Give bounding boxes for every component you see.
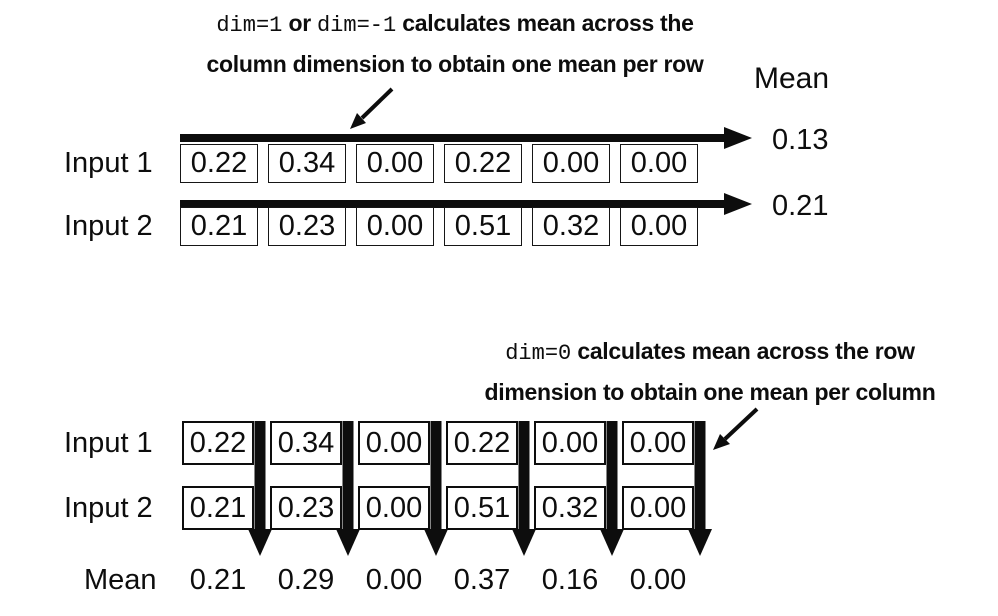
dim0-caption-line2: dimension to obtain one mean per column [484, 379, 936, 405]
caption-conj: or [288, 10, 311, 36]
matrix-cell: 0.21 [180, 207, 258, 246]
matrix-cell: 0.23 [268, 207, 346, 246]
matrix-cell: 0.32 [534, 486, 606, 530]
bottom-caption-pointer-arrow [713, 407, 759, 450]
matrix-cell: 0.34 [268, 144, 346, 183]
matrix-cell: 0.00 [532, 144, 610, 183]
code-dim0: dim=0 [505, 341, 572, 366]
matrix-cell: 0.00 [622, 486, 694, 530]
top-input1-label: Input 1 [64, 147, 153, 179]
matrix-cell: 0.22 [182, 421, 254, 465]
matrix-cell: 0.51 [444, 207, 522, 246]
column-mean-value: 0.00 [365, 564, 423, 596]
column-mean-value: 0.16 [541, 564, 599, 596]
top-caption-pointer-arrow [350, 87, 394, 129]
bottom-input1-label: Input 1 [64, 427, 153, 459]
caption-tail: calculates mean across the row [577, 338, 915, 364]
dim1-caption-line2: column dimension to obtain one mean per … [206, 51, 704, 77]
dim1-caption-line1: dim=1 or dim=-1 calculates mean across t… [145, 4, 765, 45]
top-input2-label: Input 2 [64, 210, 153, 242]
row1-mean-value: 0.13 [772, 124, 829, 156]
code-dim1: dim=1 [216, 13, 283, 38]
matrix-cell: 0.00 [358, 486, 430, 530]
column-mean-value: 0.00 [629, 564, 687, 596]
matrix-cell: 0.00 [534, 421, 606, 465]
code-dim-neg1: dim=-1 [316, 13, 397, 38]
column-mean-label: Mean [84, 564, 157, 596]
matrix-cell: 0.34 [270, 421, 342, 465]
matrix-cell: 0.00 [358, 421, 430, 465]
dim0-caption-line1: dim=0 calculates mean across the row [455, 332, 965, 373]
matrix-cell: 0.00 [622, 421, 694, 465]
matrix-cell: 0.00 [620, 207, 698, 246]
row2-mean-value: 0.21 [772, 190, 829, 222]
mean-column-header: Mean [754, 62, 830, 95]
column-mean-row: 0.21 0.29 0.00 0.37 0.16 0.00 [182, 563, 694, 597]
bottom-input2-label: Input 2 [64, 492, 153, 524]
matrix-cell: 0.00 [620, 144, 698, 183]
matrix-cell: 0.21 [182, 486, 254, 530]
matrix-cell: 0.00 [356, 144, 434, 183]
matrix-cell: 0.00 [356, 207, 434, 246]
bottom-input2-row: 0.21 0.23 0.00 0.51 0.32 0.00 [182, 486, 694, 530]
matrix-cell: 0.23 [270, 486, 342, 530]
column-mean-value: 0.29 [277, 564, 335, 596]
top-input1-row: 0.22 0.34 0.00 0.22 0.00 0.00 [180, 144, 698, 183]
bottom-input1-row: 0.22 0.34 0.00 0.22 0.00 0.00 [182, 421, 694, 465]
matrix-cell: 0.22 [446, 421, 518, 465]
matrix-cell: 0.22 [180, 144, 258, 183]
column-mean-value: 0.21 [189, 564, 247, 596]
dim1-caption: dim=1 or dim=-1 calculates mean across t… [145, 4, 765, 83]
column-mean-value: 0.37 [453, 564, 511, 596]
matrix-cell: 0.32 [532, 207, 610, 246]
matrix-cell: 0.22 [444, 144, 522, 183]
caption-tail: calculates mean across the [402, 10, 694, 36]
dim0-caption: dim=0 calculates mean across the row dim… [455, 332, 965, 411]
matrix-cell: 0.51 [446, 486, 518, 530]
top-input2-row: 0.21 0.23 0.00 0.51 0.32 0.00 [180, 207, 698, 246]
